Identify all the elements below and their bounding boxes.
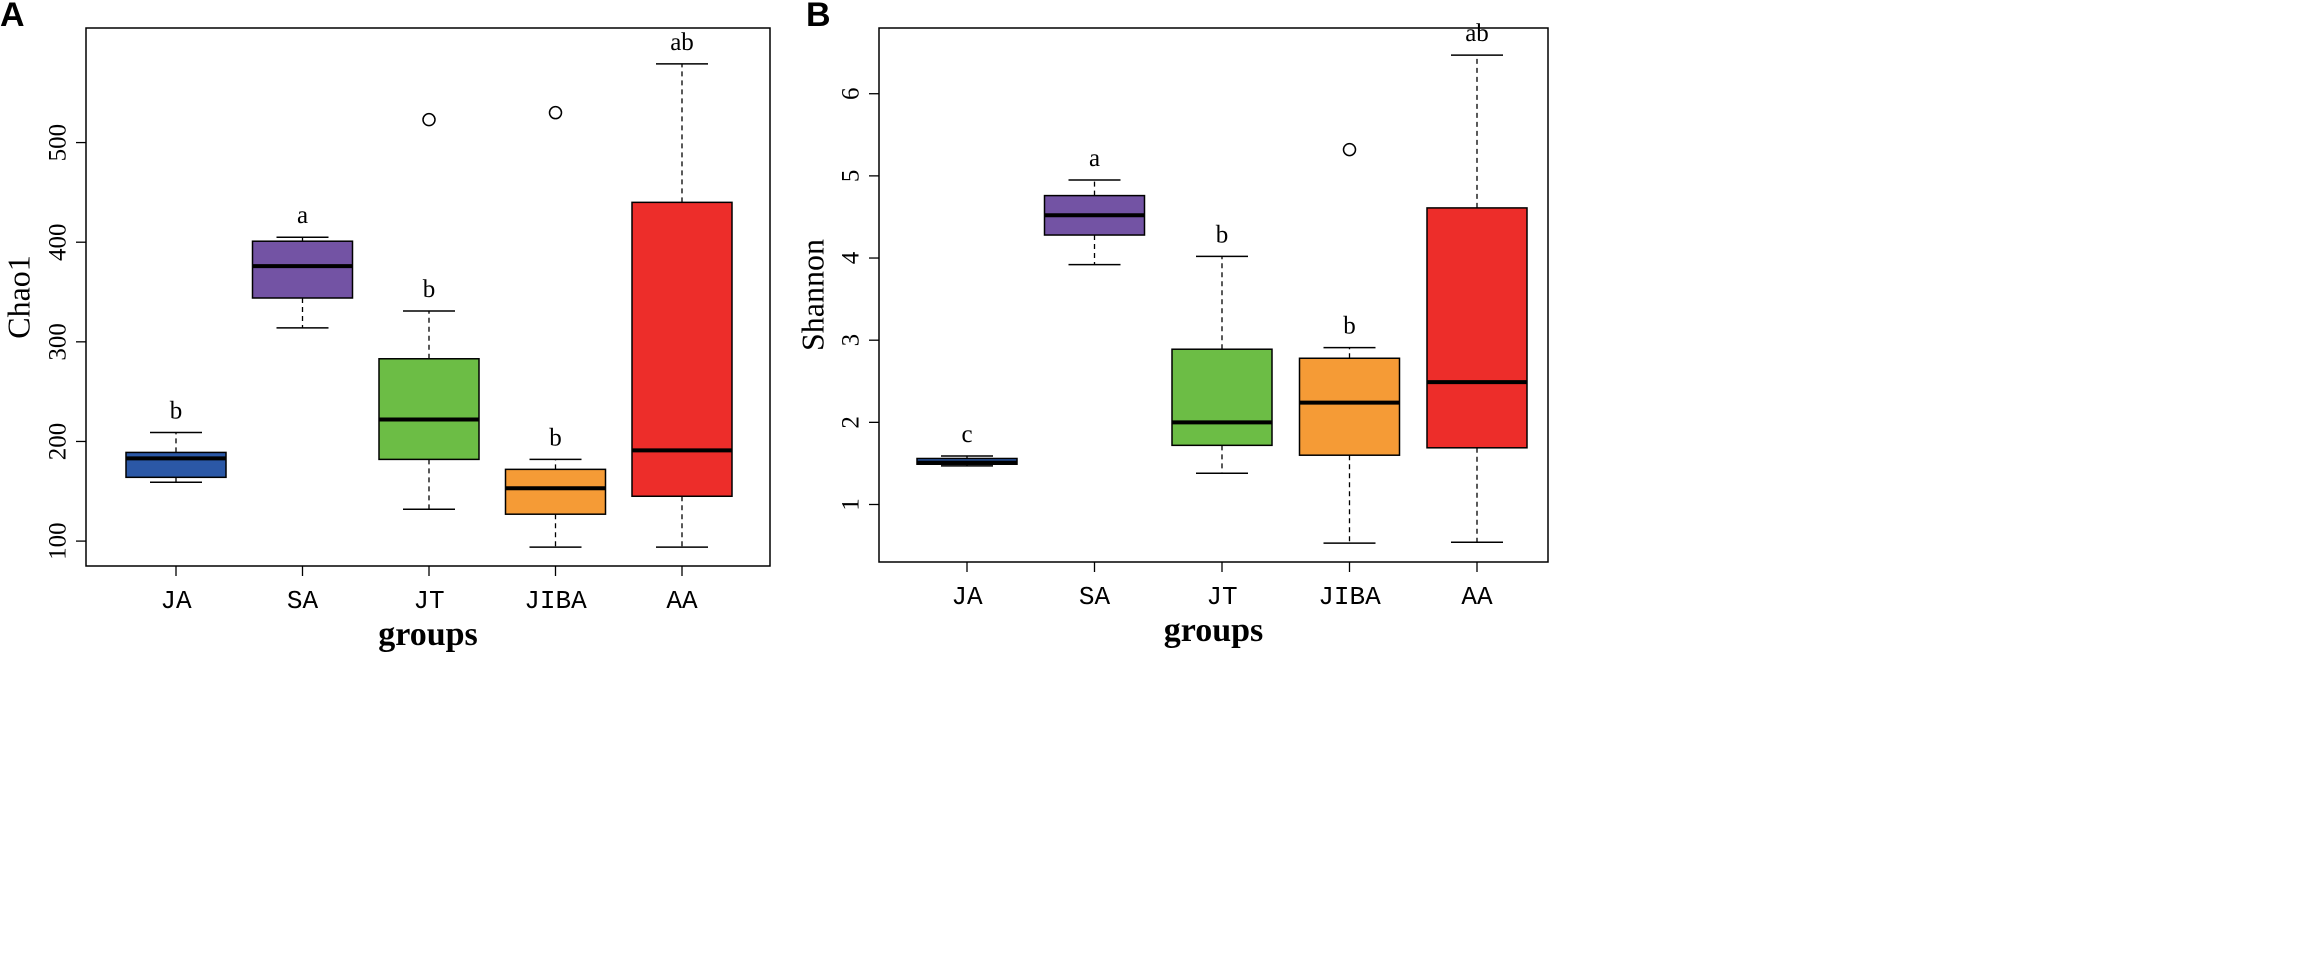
- significance-label: a: [297, 202, 308, 229]
- x-tick-label: AA: [1461, 582, 1493, 612]
- y-tick-label: 6: [838, 87, 865, 100]
- x-tick-label: SA: [1079, 582, 1111, 612]
- panel-letter: A: [0, 0, 25, 34]
- box-jt: b: [1171, 221, 1273, 475]
- outlier-point: [422, 112, 436, 127]
- x-tick-label: JT: [1206, 582, 1237, 612]
- significance-label: ab: [670, 29, 694, 56]
- box-ja: c: [916, 421, 1018, 467]
- significance-label: b: [1343, 313, 1356, 340]
- x-tick-label: AA: [666, 586, 698, 616]
- box-iqr: [251, 240, 354, 299]
- y-axis: 1 2 3 4 5 6: [838, 87, 879, 511]
- y-tick-label: 4: [838, 251, 865, 264]
- box-iqr: [1171, 348, 1273, 447]
- significance-label: b: [1216, 221, 1229, 248]
- y-axis: 100 200 300 400 500: [45, 124, 86, 560]
- significance-label: a: [1089, 145, 1100, 172]
- panel-a: A 100 200 300 400 500 Chao1 JA SA JT JIBA AA groups b…: [0, 0, 771, 653]
- x-axis: JA SA JT JIBA AA: [951, 562, 1493, 612]
- significance-label: b: [549, 424, 562, 451]
- significance-label: c: [961, 421, 972, 448]
- y-tick-label: 500: [45, 124, 72, 162]
- box-ja: b: [125, 397, 227, 484]
- y-tick-label: 2: [838, 416, 865, 429]
- box-sa: a: [251, 202, 354, 329]
- y-tick-label: 100: [45, 522, 72, 560]
- plot-frame: [878, 27, 1549, 563]
- y-axis-title: Shannon: [794, 239, 830, 351]
- box-iqr: [1426, 207, 1528, 449]
- x-axis: JA SA JT JIBA AA: [160, 566, 698, 616]
- box-iqr: [378, 358, 480, 461]
- x-tick-label: JA: [951, 582, 983, 612]
- box-iqr: [125, 451, 227, 479]
- x-tick-label: SA: [287, 586, 319, 616]
- box-iqr: [504, 468, 607, 515]
- box-iqr: [1298, 357, 1401, 456]
- y-tick-label: 300: [45, 323, 72, 361]
- box-jiba: b: [1298, 142, 1401, 544]
- y-tick-label: 5: [838, 170, 865, 183]
- outlier-point: [1342, 142, 1357, 157]
- y-axis-title: Chao1: [0, 255, 36, 339]
- x-tick-label: JT: [413, 586, 444, 616]
- x-tick-label: JIBA: [1318, 582, 1381, 612]
- box-jt: b: [378, 112, 480, 510]
- x-axis-title: groups: [378, 616, 478, 653]
- x-tick-label: JIBA: [524, 586, 587, 616]
- y-tick-label: 400: [45, 223, 72, 261]
- box-aa: ab: [1426, 20, 1528, 544]
- y-tick-label: 1: [838, 498, 865, 511]
- significance-label: b: [423, 276, 436, 303]
- y-tick-label: 200: [45, 423, 72, 461]
- box-sa: a: [1043, 145, 1146, 266]
- x-axis-title: groups: [1164, 612, 1264, 649]
- box-jiba: b: [504, 105, 607, 548]
- significance-label: b: [170, 397, 183, 424]
- panel-letter: B: [806, 0, 831, 34]
- x-tick-label: JA: [160, 586, 192, 616]
- significance-label: ab: [1465, 20, 1489, 47]
- box-iqr: [631, 201, 733, 498]
- outlier-point: [548, 105, 563, 120]
- y-tick-label: 3: [838, 334, 865, 347]
- box-aa: ab: [631, 29, 733, 548]
- plot-frame: [85, 27, 771, 567]
